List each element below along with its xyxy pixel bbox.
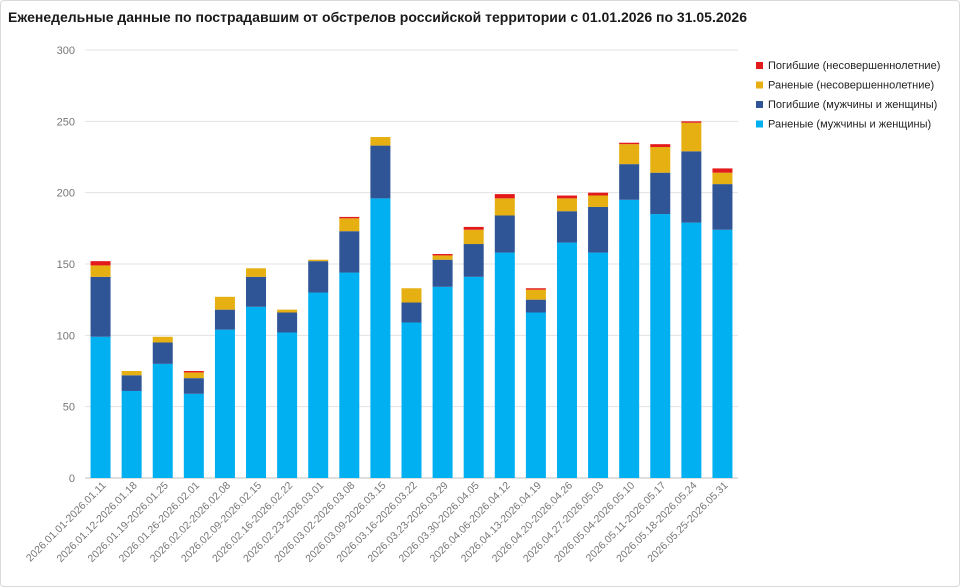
bar-segment xyxy=(712,168,733,173)
legend-swatch xyxy=(756,81,763,89)
bar-segment xyxy=(650,147,671,173)
bar-segment xyxy=(494,194,515,199)
bar-segment xyxy=(246,306,267,478)
bar-segment xyxy=(277,332,298,478)
bar-segment xyxy=(214,309,235,330)
bar-segment xyxy=(556,211,577,243)
bar-segment xyxy=(308,259,329,262)
legend-label: Погибшие (мужчины и женщины) xyxy=(768,99,937,111)
x-axis-ticks: 2026.01.01-2026.01.112026.01.12-2026.01.… xyxy=(24,480,731,565)
bar-segment xyxy=(183,378,204,394)
bar-segment xyxy=(370,198,391,478)
y-tick-label: 150 xyxy=(57,259,75,271)
bar-segment xyxy=(556,195,577,199)
bar-segment xyxy=(121,390,142,478)
bar-segment xyxy=(339,216,360,219)
bar-segment xyxy=(90,336,111,478)
bar-segment xyxy=(556,242,577,478)
bar-segment xyxy=(90,276,111,337)
bar-segment xyxy=(308,292,329,478)
bar-segment xyxy=(370,137,391,146)
bar-segment xyxy=(121,375,142,391)
bar-segment xyxy=(525,289,546,300)
bar-segment xyxy=(681,222,702,478)
bar-segment xyxy=(277,312,298,333)
bar-segment xyxy=(90,265,111,277)
bar-segment xyxy=(152,342,173,364)
legend-swatch xyxy=(756,62,763,69)
bar-segment xyxy=(401,322,422,478)
bar-segment xyxy=(494,252,515,478)
bar-segment xyxy=(650,172,671,215)
bar-segment xyxy=(681,122,702,152)
bar-segment xyxy=(183,393,204,478)
legend-label: Раненые (мужчины и женщины) xyxy=(768,119,931,131)
bar-segment xyxy=(525,288,546,290)
bar-segment xyxy=(432,286,453,478)
bar-segment xyxy=(183,371,204,373)
bar-segment xyxy=(463,276,484,478)
bar-segment xyxy=(246,276,267,307)
bar-segment xyxy=(90,261,111,266)
bar-segment xyxy=(277,309,298,313)
bar-segment xyxy=(650,214,671,478)
bar-segment xyxy=(619,142,640,145)
bar-segment xyxy=(432,254,453,256)
bar-segment xyxy=(494,215,515,253)
bar-segment xyxy=(712,172,733,185)
bar-segment xyxy=(463,244,484,277)
bar-segment xyxy=(681,121,702,123)
y-axis-ticks: 0 50 100 150 200 250 300 xyxy=(57,45,75,485)
bar-segment xyxy=(370,145,391,199)
y-tick-label: 50 xyxy=(63,402,75,414)
bar-segment xyxy=(712,184,733,230)
legend-swatch xyxy=(756,120,763,128)
bar-segment xyxy=(246,268,267,277)
bar-segment xyxy=(494,198,515,216)
bar-segment xyxy=(588,195,609,207)
bar-segment xyxy=(588,252,609,478)
bar-segment xyxy=(339,218,360,232)
bar-segment xyxy=(432,259,453,287)
bar-segment xyxy=(619,199,640,479)
bar-segment xyxy=(339,272,360,478)
y-tick-label: 250 xyxy=(57,116,75,128)
bar-segment xyxy=(556,198,577,212)
bar-segment xyxy=(152,363,173,478)
bar-segment xyxy=(214,296,235,310)
bar-segment xyxy=(619,164,640,200)
y-tick-label: 300 xyxy=(57,45,75,57)
legend-swatch xyxy=(756,101,763,108)
bar-segment xyxy=(401,288,422,303)
bar-segment xyxy=(463,229,484,245)
bar-segment xyxy=(308,261,329,293)
bar-segment xyxy=(339,231,360,273)
y-tick-label: 200 xyxy=(57,188,75,200)
legend-label: Раненые (несовершеннолетние) xyxy=(768,80,934,92)
bar-segment xyxy=(681,151,702,223)
bar-segment xyxy=(152,336,173,343)
y-tick-label: 0 xyxy=(69,473,75,485)
y-tick-label: 100 xyxy=(57,330,75,342)
bar-segment xyxy=(712,229,733,478)
chart-title: Еженедельные данные по пострадавшим от о… xyxy=(8,9,747,25)
bar-segment xyxy=(432,255,453,260)
bar-segment xyxy=(401,302,422,323)
bar-segment xyxy=(214,329,235,478)
bar-segment xyxy=(588,206,609,253)
bar-segment xyxy=(463,226,484,230)
bar-segment xyxy=(525,299,546,313)
legend-label: Погибшие (несовершеннолетние) xyxy=(768,60,940,72)
legend: Погибшие (несовершеннолетние) Раненые (не… xyxy=(756,60,940,131)
bar-segment xyxy=(650,144,671,148)
bar-segment xyxy=(619,144,640,165)
bar-segment xyxy=(121,371,142,376)
bars xyxy=(90,121,733,479)
bar-segment xyxy=(588,192,609,196)
bar-segment xyxy=(183,372,204,379)
bar-segment xyxy=(525,312,546,478)
